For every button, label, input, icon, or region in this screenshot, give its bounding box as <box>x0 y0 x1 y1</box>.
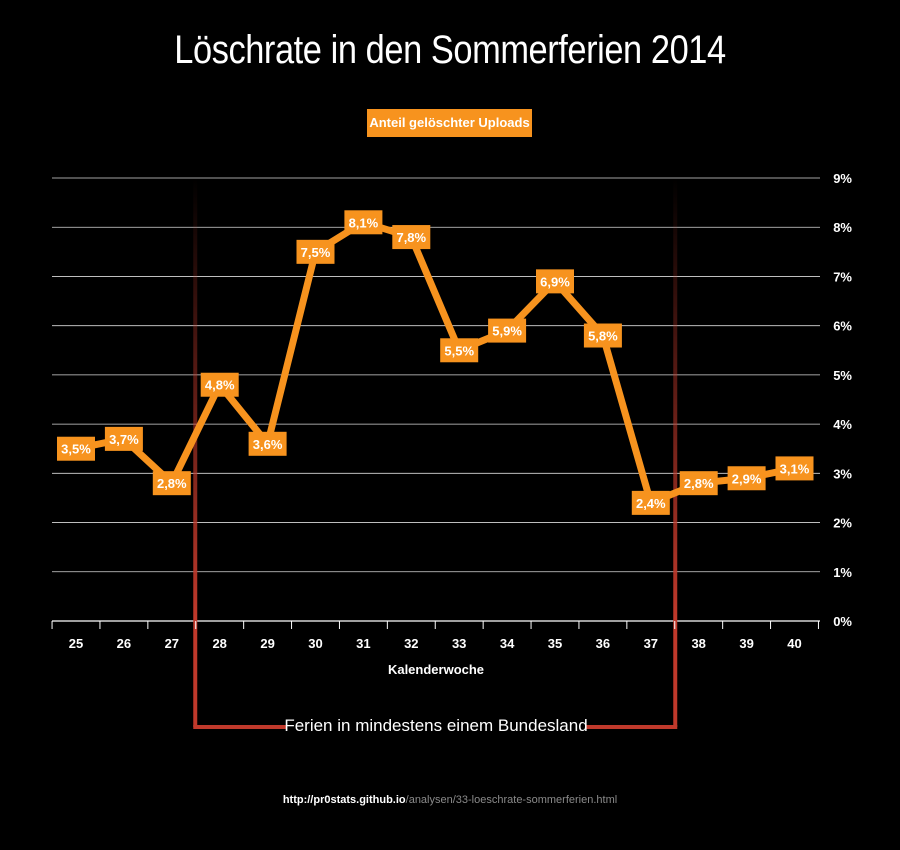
data-point <box>57 436 95 461</box>
data-label: 3,1% <box>780 461 810 476</box>
data-label: 4,8% <box>205 378 235 393</box>
y-tick-label: 0% <box>833 614 852 629</box>
y-tick-label: 2% <box>833 516 852 531</box>
series-line-path <box>75 218 796 508</box>
gridlines <box>52 177 820 622</box>
x-tick-label: 28 <box>212 636 226 651</box>
data-labels: 3,5% 3,7% 2,8% 4,8% 3,6% 7,5% 8,1% 7,8% 5,5% 5,9%… <box>57 210 814 515</box>
legend-entry: Anteil gelöschter Uploads <box>367 109 532 137</box>
data-label: 5,9% <box>492 324 522 339</box>
axes: 0% 1% 2% 3% 4% 5% 6% 7% 8% 9% 25 26 27 28 29 30 31 32 33 34… <box>51 171 852 677</box>
data-label: 3,7% <box>109 432 139 447</box>
x-tick-label: 25 <box>69 636 83 651</box>
holiday-bracket: Ferien in mindestens einem Bundesland <box>193 178 678 735</box>
data-point <box>775 456 814 481</box>
data-label: 3,6% <box>253 437 283 452</box>
y-tick-label: 1% <box>833 565 852 580</box>
bracket-fade <box>193 178 198 618</box>
y-tick-label: 5% <box>833 368 852 383</box>
data-label: 2,8% <box>684 476 714 491</box>
data-point <box>152 471 191 496</box>
series-line <box>75 218 796 508</box>
x-tick-label: 33 <box>452 636 466 651</box>
source-host: http://pr0stats.github.io <box>282 794 406 806</box>
x-tick-label: 40 <box>787 636 801 651</box>
source-path: /analysen/33-loeschrate-sommerferien.htm… <box>405 794 618 806</box>
data-label: 2,8% <box>157 476 187 491</box>
data-label: 7,8% <box>396 230 426 245</box>
data-point <box>344 210 383 235</box>
x-tick-label: 26 <box>117 636 131 651</box>
data-label: 6,9% <box>540 274 570 289</box>
x-tick-label: 36 <box>596 636 610 651</box>
x-tick-label: 29 <box>260 636 274 651</box>
data-label: 5,5% <box>444 343 474 358</box>
data-point <box>727 466 766 491</box>
y-tick-label: 4% <box>833 417 852 432</box>
data-label: 5,8% <box>588 329 618 344</box>
y-tick-label: 6% <box>833 319 852 334</box>
data-point <box>583 323 622 348</box>
data-point <box>488 318 527 343</box>
bracket-fade <box>673 178 678 618</box>
data-label: 3,5% <box>61 442 91 457</box>
data-point <box>679 471 718 496</box>
x-tick-label: 31 <box>356 636 370 651</box>
data-point <box>248 431 287 456</box>
x-tick-label: 35 <box>548 636 562 651</box>
data-point <box>296 239 335 264</box>
data-label: 8,1% <box>349 215 379 230</box>
data-point <box>440 338 479 363</box>
y-tick-label: 7% <box>833 269 852 284</box>
data-point <box>392 225 431 250</box>
y-tick-label: 8% <box>833 220 852 235</box>
holiday-annotation: Ferien in mindestens einem Bundesland <box>284 716 587 735</box>
y-tick-label: 9% <box>833 171 852 186</box>
source-url[interactable]: http://pr0stats.github.io/analysen/33-lo… <box>0 794 900 806</box>
x-tick-label: 37 <box>644 636 658 651</box>
data-point <box>200 372 239 397</box>
x-tick-label: 38 <box>691 636 705 651</box>
y-tick-label: 3% <box>833 466 852 481</box>
data-label: 7,5% <box>301 245 331 260</box>
data-point <box>631 490 670 515</box>
data-label: 2,4% <box>636 496 666 511</box>
x-tick-label: 34 <box>500 636 515 651</box>
chart-title: Löschrate in den Sommerferien 2014 <box>174 28 726 72</box>
x-tick-label: 32 <box>404 636 418 651</box>
data-label: 2,9% <box>732 471 762 486</box>
x-tick-label: 30 <box>308 636 322 651</box>
x-axis-label: Kalenderwoche <box>388 662 484 677</box>
data-point <box>536 269 574 294</box>
data-point <box>104 426 143 451</box>
x-tick-label: 27 <box>165 636 179 651</box>
x-tick-label: 39 <box>739 636 753 651</box>
